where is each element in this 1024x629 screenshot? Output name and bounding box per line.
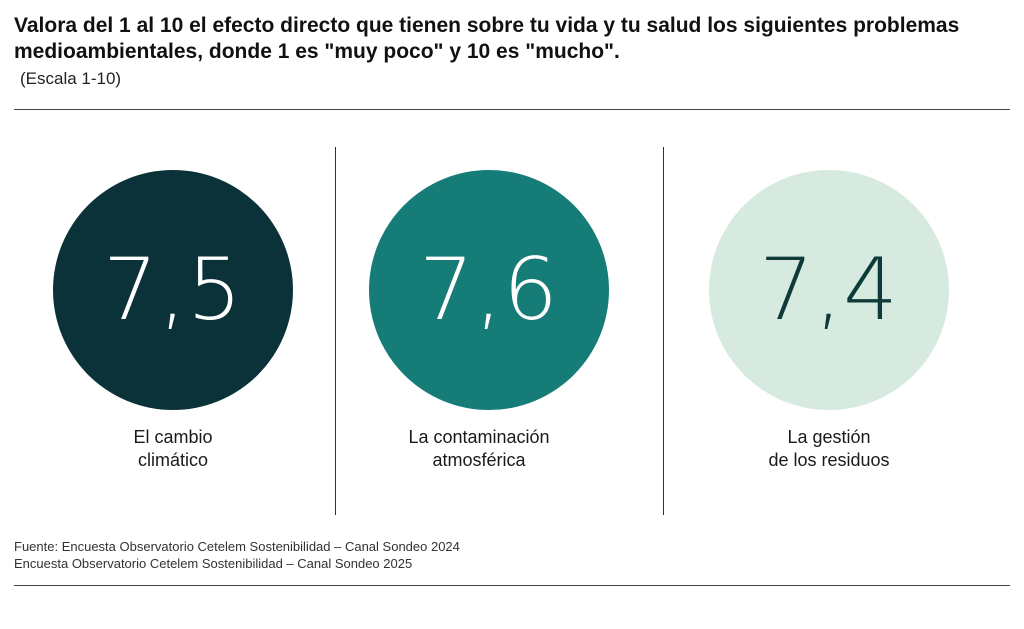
value-circle-cambio-climatico: 7,5 xyxy=(53,170,293,410)
source-note: Fuente: Encuesta Observatorio Cetelem So… xyxy=(14,538,460,572)
column-divider-1 xyxy=(335,147,336,515)
chart-subtitle: (Escala 1-10) xyxy=(20,69,122,88)
column-divider-2 xyxy=(663,147,664,515)
value-circle-contaminacion-atmosferica: 7,6 xyxy=(369,170,609,410)
value-label-contaminacion-atmosferica: 7,6 xyxy=(419,240,559,340)
category-label-cambio-climatico: El cambio climático xyxy=(133,427,213,470)
bottom-divider xyxy=(14,585,1010,586)
category-label-contaminacion-atmosferica: La contaminación atmosférica xyxy=(408,427,550,470)
source-line-2: Encuesta Observatorio Cetelem Sostenibil… xyxy=(14,556,413,571)
chart-title: Valora del 1 al 10 el efecto directo que… xyxy=(14,14,960,63)
source-line-1: Fuente: Encuesta Observatorio Cetelem So… xyxy=(14,539,460,554)
value-label-cambio-climatico: 7,5 xyxy=(103,240,243,340)
value-circle-gestion-residuos: 7,4 xyxy=(709,170,949,410)
value-label-gestion-residuos: 7,4 xyxy=(759,240,899,340)
top-divider xyxy=(14,109,1010,110)
category-label-gestion-residuos: La gestión de los residuos xyxy=(768,427,890,470)
